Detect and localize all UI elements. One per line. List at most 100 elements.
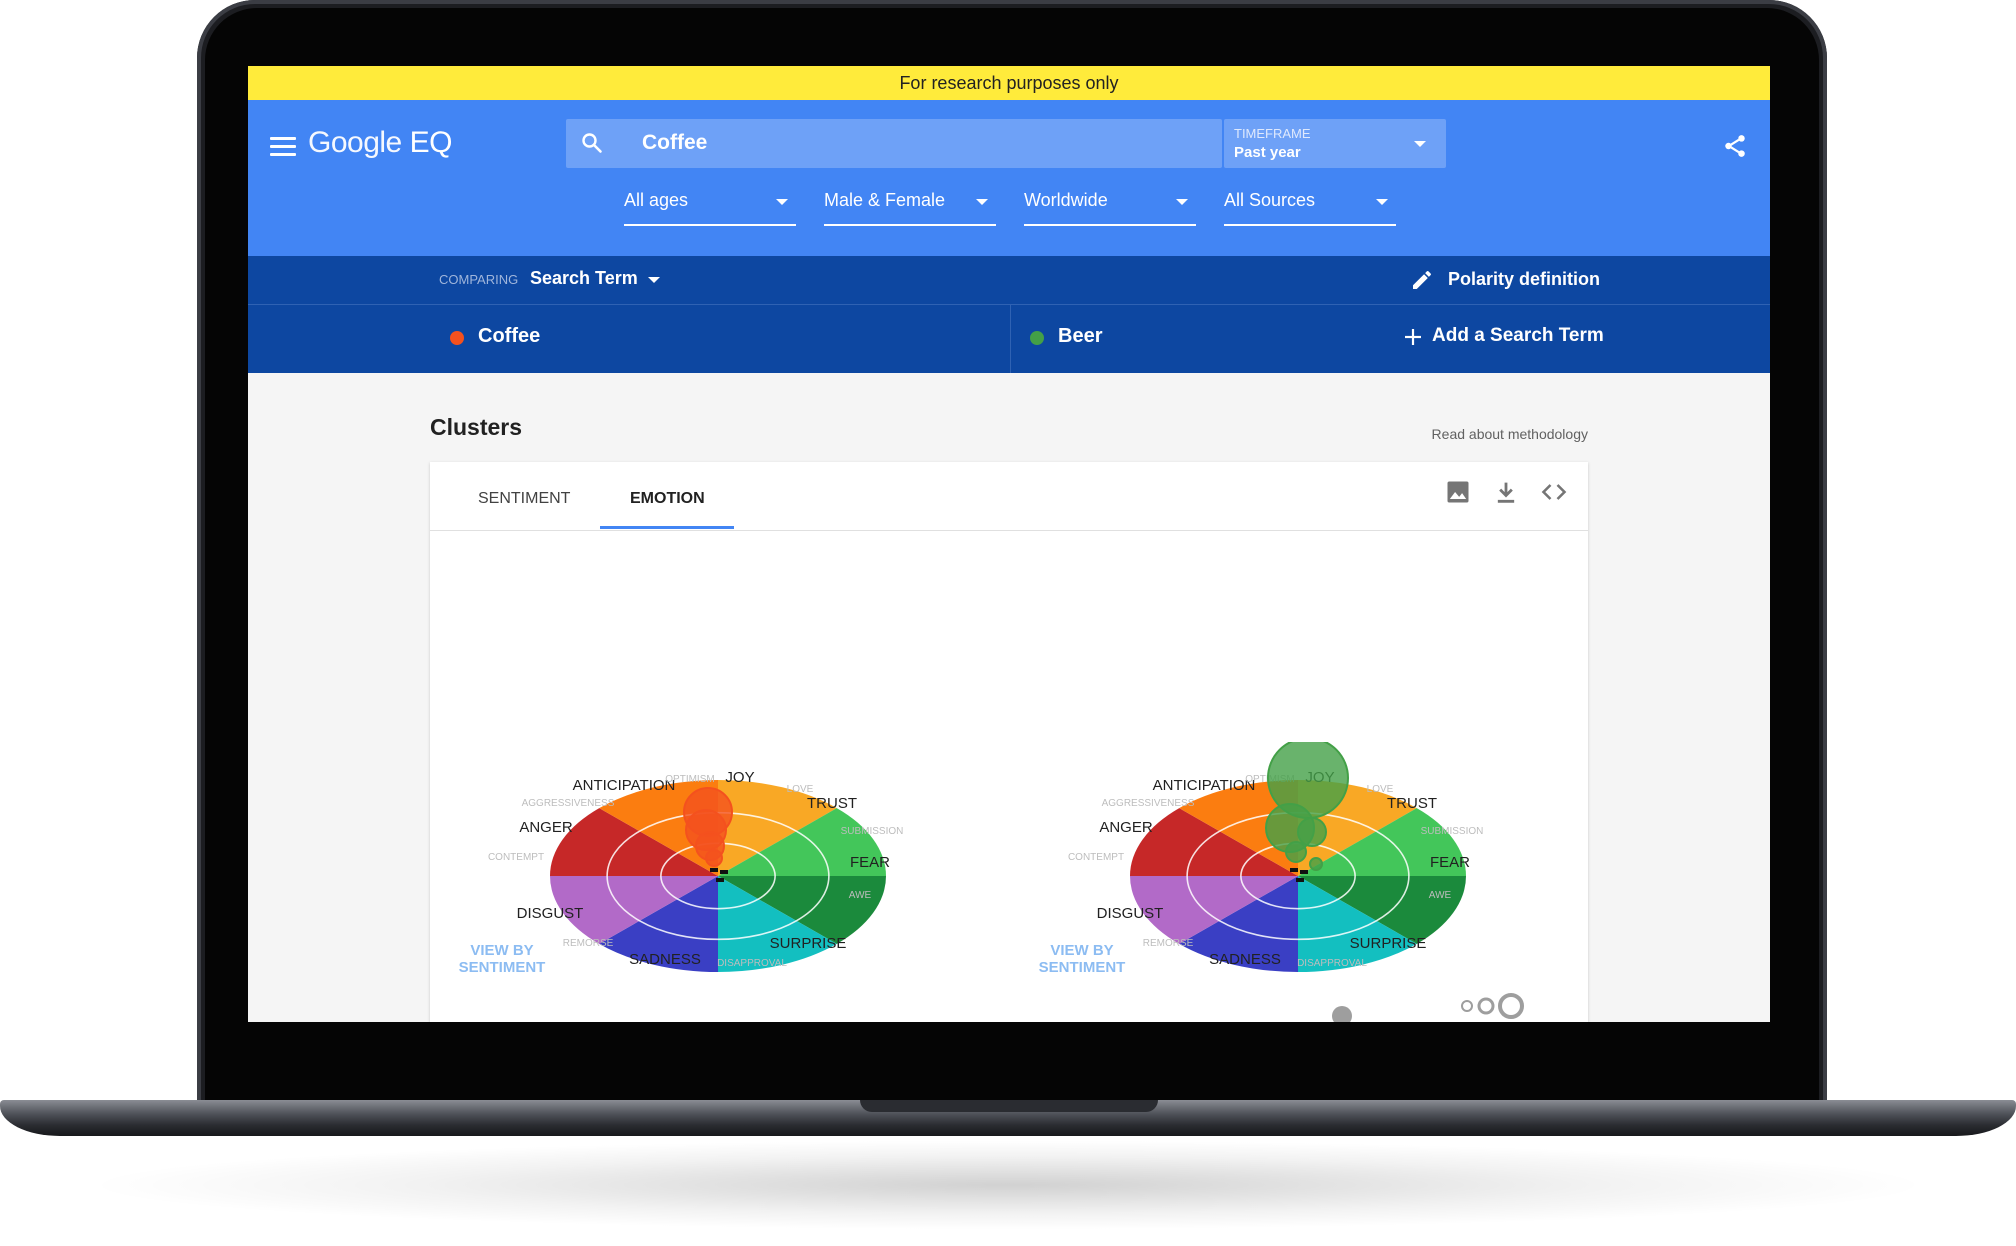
secondary-emotion-label: OPTIMISM — [665, 774, 714, 785]
terms-divider — [1010, 305, 1011, 373]
share-icon[interactable] — [1722, 133, 1748, 159]
methodology-link[interactable]: Read about methodology — [1431, 426, 1588, 442]
filter-age[interactable]: All ages — [624, 182, 796, 226]
secondary-emotion-label: CONTEMPT — [1068, 852, 1124, 863]
cluster-marker — [720, 870, 728, 874]
chevron-down-icon — [1176, 199, 1188, 205]
chevron-down-icon — [1376, 199, 1388, 205]
secondary-emotion-label: AWE — [1429, 890, 1452, 901]
primary-emotion-label: FEAR — [1430, 854, 1470, 871]
clusters-card: SENTIMENT EMOTION ANTICIPATION JOY TRUST AN… — [430, 462, 1588, 1022]
laptop-notch — [860, 1100, 1158, 1112]
view-by-sentiment-link-beer[interactable]: VIEW BY SENTIMENT — [1038, 942, 1126, 976]
timeframe-label: TIMEFRAME — [1234, 126, 1311, 141]
primary-emotion-label: ANTICIPATION — [1153, 777, 1256, 794]
primary-emotion-label: SURPRISE — [1350, 935, 1427, 952]
term-color-dot — [1030, 331, 1044, 345]
wheel-segment-disgust — [1130, 876, 1298, 944]
menu-icon[interactable] — [270, 137, 296, 157]
terms-bar: Coffee Beer Add a Search Term — [248, 304, 1770, 373]
filter-region[interactable]: Worldwide — [1024, 182, 1196, 226]
pencil-icon — [1413, 270, 1432, 289]
primary-emotion-label: SADNESS — [629, 951, 701, 968]
secondary-emotion-label: AWE — [849, 890, 872, 901]
wheel-segment-trust — [718, 808, 886, 876]
add-search-term-label: Add a Search Term — [1432, 325, 1604, 346]
research-banner: For research purposes only — [248, 66, 1770, 100]
embed-code-icon[interactable] — [1540, 478, 1568, 506]
secondary-emotion-label: AGGRESSIVENESS — [522, 798, 615, 809]
wheel-segment-anger — [550, 808, 718, 876]
cluster-bubble[interactable] — [1285, 841, 1307, 863]
emotion-wheel-beer: ANTICIPATIONJOYTRUSTANGERFEARDISGUSTSURP… — [1050, 742, 1490, 1002]
tab-sentiment[interactable]: SENTIMENT — [478, 490, 571, 507]
emotion-wheel-coffee: ANTICIPATION JOY TRUST ANGER FEAR DISGUST SURP… — [470, 742, 910, 1002]
logo-eq: EQ — [409, 126, 453, 159]
plus-icon — [1405, 329, 1421, 345]
cluster-marker — [1290, 868, 1298, 872]
primary-emotion-label: SURPRISE — [770, 935, 847, 952]
term-label: Coffee — [478, 325, 541, 347]
filter-source[interactable]: All Sources — [1224, 182, 1396, 226]
download-icon[interactable] — [1492, 478, 1520, 506]
filter-gender[interactable]: Male & Female — [824, 182, 996, 226]
secondary-emotion-label: LOVE — [1367, 784, 1394, 795]
cluster-bubble[interactable] — [1297, 817, 1327, 847]
secondary-emotion-label: REMORSE — [1143, 938, 1194, 949]
search-input[interactable]: Coffee — [642, 131, 708, 154]
wheel-segment-trust — [1298, 808, 1466, 876]
wheel-segment-anticipation — [1179, 780, 1298, 876]
cluster-bubble[interactable] — [705, 849, 723, 867]
primary-emotion-label: ANGER — [519, 819, 573, 836]
primary-emotion-label: SADNESS — [1209, 951, 1281, 968]
wheel-svg: ANTICIPATIONJOYTRUSTANGERFEARDISGUSTSURP… — [1068, 742, 1483, 972]
secondary-emotion-label: REMORSE — [563, 938, 614, 949]
tab-emotion[interactable]: EMOTION — [630, 490, 705, 507]
primary-emotion-label: TRUST — [807, 795, 857, 812]
wheel-segments — [550, 780, 886, 972]
tab-bar: SENTIMENT EMOTION — [430, 462, 1588, 531]
polarity-definition-label: Polarity definition — [1448, 269, 1601, 289]
cluster-marker — [1300, 870, 1308, 874]
secondary-emotion-label: CONTEMPT — [488, 852, 544, 863]
chevron-down-icon — [1414, 141, 1426, 147]
chevron-down-icon[interactable] — [648, 277, 660, 283]
wheel-segment-disgust — [550, 876, 718, 944]
wheel-svg: ANTICIPATION JOY TRUST ANGER FEAR DISGUST SURP… — [488, 769, 903, 972]
cluster-bubble[interactable] — [1309, 857, 1323, 871]
wheel-segments — [1130, 780, 1466, 972]
secondary-emotion-label: LOVE — [787, 784, 814, 795]
filter-age-label: All ages — [624, 190, 689, 210]
search-box[interactable]: Coffee — [566, 119, 1222, 168]
comparing-label: COMPARING — [439, 272, 519, 287]
filter-region-label: Worldwide — [1024, 190, 1108, 210]
wheel-segment-surprise — [718, 876, 837, 972]
search-icon — [582, 133, 602, 153]
primary-emotion-label: FEAR — [850, 854, 890, 871]
app-bar: Google EQ Coffee TIMEFRAME Past year — [248, 100, 1770, 256]
active-tab-indicator — [600, 526, 734, 529]
primary-emotion-label: ANGER — [1099, 819, 1153, 836]
wheel-segment-sadness — [599, 876, 718, 972]
image-icon[interactable] — [1444, 478, 1472, 506]
primary-emotion-label: TRUST — [1387, 795, 1437, 812]
wheel-segment-surprise — [1298, 876, 1417, 972]
term-label: Beer — [1058, 325, 1103, 347]
scroll-handle[interactable] — [1332, 1006, 1352, 1022]
secondary-emotion-label: DISAPPROVAL — [1297, 958, 1367, 969]
primary-emotion-label: DISGUST — [517, 905, 584, 922]
polarity-definition-button[interactable]: Polarity definition — [1413, 266, 1600, 294]
comparing-select[interactable]: Search Term — [530, 268, 638, 288]
compare-bar: COMPARING Search Term Polarity definitio… — [248, 256, 1770, 304]
bubble-size-legend — [1461, 993, 1524, 1019]
wheel-segment-joy — [718, 780, 837, 876]
wheel-segment-fear — [1298, 876, 1466, 944]
filter-source-label: All Sources — [1224, 190, 1316, 210]
timeframe-select[interactable]: TIMEFRAME Past year — [1224, 119, 1446, 168]
wheel-segment-fear — [718, 876, 886, 944]
logo-google: Google — [308, 126, 402, 159]
primary-emotion-label: JOY — [725, 769, 754, 786]
view-by-sentiment-link-coffee[interactable]: VIEW BY SENTIMENT — [458, 942, 546, 976]
primary-emotion-label: ANTICIPATION — [573, 777, 676, 794]
